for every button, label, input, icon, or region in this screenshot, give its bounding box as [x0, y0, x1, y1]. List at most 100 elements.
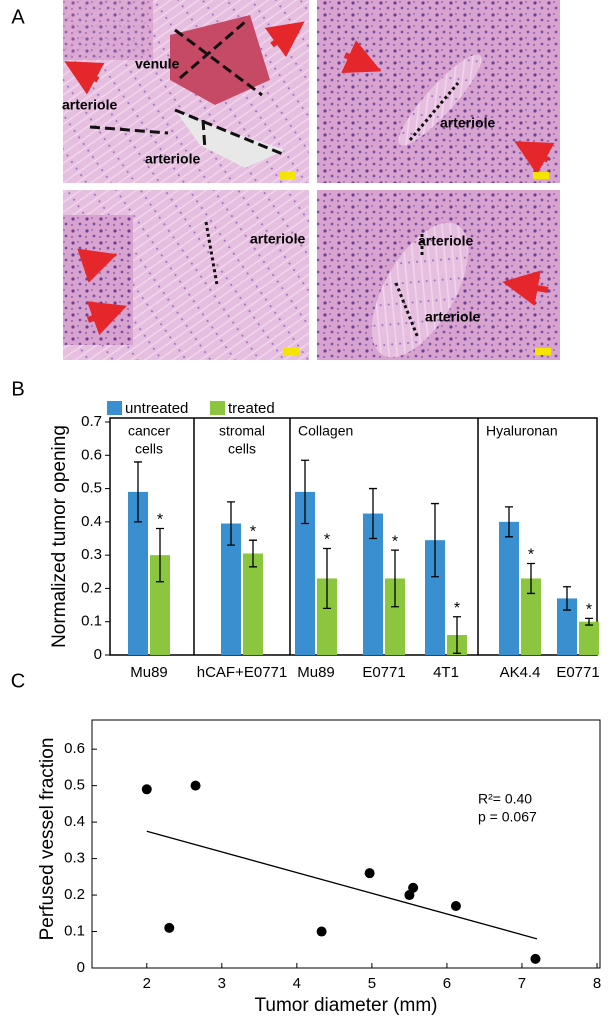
- bar: [150, 555, 170, 655]
- panel-label: A: [11, 6, 25, 28]
- histology-panels: [63, 0, 560, 360]
- y-tick-label: 0.4: [64, 813, 85, 830]
- annotation: p = 0.067: [478, 809, 537, 825]
- error-bar: [453, 616, 461, 654]
- annotation: R²= 0.40: [478, 791, 532, 807]
- y-tick-label: 0: [77, 959, 85, 976]
- y-tick-label: 0.5: [64, 777, 85, 794]
- data-point: [190, 780, 201, 791]
- tissue: [63, 215, 133, 345]
- vessel-label: arteriole: [62, 97, 117, 113]
- trend-line: [146, 830, 538, 940]
- error-bar: [391, 549, 399, 608]
- y-tick-label: 0.7: [81, 413, 102, 430]
- x-tick-label: 8: [593, 975, 601, 992]
- group-label: cells: [135, 441, 163, 457]
- bar: [385, 578, 405, 655]
- dashed-lines: [89, 20, 286, 157]
- error-bar: [431, 502, 439, 578]
- significance-mark: *: [528, 547, 534, 564]
- error-bar: [585, 617, 593, 626]
- tissue: [63, 0, 153, 60]
- error-bar: [227, 501, 235, 546]
- bar: [243, 553, 263, 655]
- x-axis-label: Tumor diameter (mm): [255, 995, 438, 1016]
- x-tick-label: Mu89: [130, 664, 168, 681]
- bar: [425, 540, 445, 655]
- vessel-label: arteriole: [250, 231, 305, 247]
- significance-mark: *: [392, 533, 398, 550]
- panel-label: C: [11, 670, 25, 692]
- scale-bars: [280, 172, 551, 355]
- error-bar: [301, 459, 309, 525]
- group-label: Collagen: [298, 423, 353, 439]
- x-tick-label: E0771: [362, 664, 405, 681]
- data-point: [364, 868, 375, 879]
- x-tick-label: 4T1: [433, 664, 459, 681]
- x-tick-label: 2: [143, 975, 151, 992]
- y-tick-label: 0: [94, 646, 102, 663]
- y-tick-label: 0.2: [81, 579, 102, 596]
- bar: [557, 598, 577, 655]
- error-bar: [369, 487, 377, 540]
- bar: [521, 578, 541, 655]
- significance-mark: *: [324, 532, 330, 549]
- vessel-label: arteriole: [418, 233, 473, 249]
- error-bar: [505, 506, 513, 538]
- y-tick-label: 0.1: [81, 613, 102, 630]
- y-axis-label: Perfused vessel fraction: [37, 738, 58, 941]
- significance-mark: *: [586, 602, 592, 619]
- y-tick-label: 0.4: [81, 513, 102, 530]
- x-tick-label: 7: [518, 975, 526, 992]
- data-point: [316, 926, 327, 937]
- legend-swatch: [210, 401, 225, 415]
- bar: [221, 523, 241, 655]
- error-bar: [323, 547, 331, 610]
- legend-label: treated: [228, 400, 275, 417]
- y-axis-label: Normalized tumor opening: [49, 425, 70, 648]
- x-tick-label: 4: [293, 975, 301, 992]
- plot-frame: [109, 417, 598, 656]
- y-tick-label: 0.6: [64, 740, 85, 757]
- x-tick-label: AK4.4: [500, 664, 541, 681]
- bar: [317, 578, 337, 655]
- vessel-label: arteriole: [425, 309, 480, 325]
- data-point: [141, 784, 152, 795]
- panel-label: B: [11, 378, 24, 400]
- dotted-lines: [204, 82, 460, 339]
- error-bar: [527, 562, 535, 595]
- group-label: Hyaluronan: [486, 423, 558, 439]
- significance-mark: *: [157, 512, 163, 529]
- bar: [295, 491, 315, 655]
- x-tick-label: 5: [368, 975, 376, 992]
- error-bar: [134, 461, 142, 523]
- arrows: [64, 21, 555, 336]
- x-tick-label: 6: [443, 975, 451, 992]
- significance-mark: *: [454, 600, 460, 617]
- bar: [499, 521, 519, 655]
- y-tick-label: 0.2: [64, 886, 85, 903]
- x-tick-label: Mu89: [297, 664, 335, 681]
- group-label: cancer: [128, 423, 170, 439]
- tissue: [371, 222, 469, 358]
- tissue: [398, 54, 482, 146]
- bar: [363, 513, 383, 655]
- error-bar: [156, 527, 164, 583]
- bar: [128, 491, 148, 655]
- vessel-label: venule: [135, 56, 180, 72]
- data-point: [408, 882, 419, 893]
- x-tick-label: hCAF+E0771: [197, 664, 287, 681]
- legend-label: untreated: [125, 400, 188, 417]
- data-point: [450, 901, 461, 911]
- data-point: [164, 922, 175, 933]
- legend-swatch: [107, 401, 122, 415]
- y-tick-label: 0.3: [81, 546, 102, 563]
- y-tick-label: 0.1: [64, 922, 85, 939]
- bar: [579, 621, 599, 655]
- error-bar: [563, 586, 571, 611]
- y-tick-label: 0.3: [64, 850, 85, 867]
- venule-tissue: [170, 15, 270, 105]
- error-bar: [249, 539, 257, 568]
- vessel-label: arteriole: [440, 115, 495, 131]
